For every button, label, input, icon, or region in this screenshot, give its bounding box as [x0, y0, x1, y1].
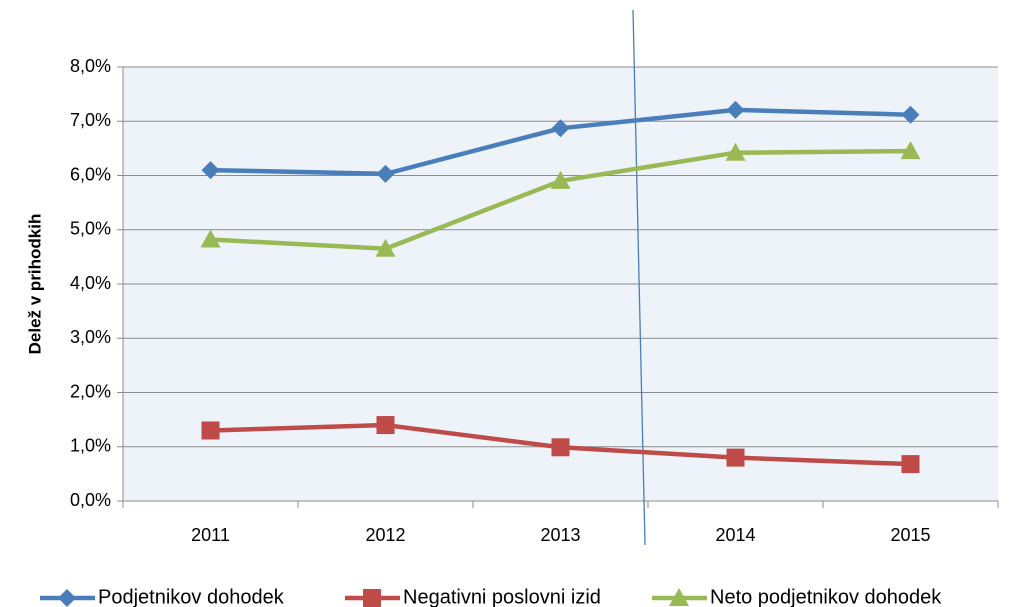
- legend-marker: [58, 589, 76, 607]
- y-axis-label: Delež v prihodkih: [25, 214, 44, 355]
- legend-label: Podjetnikov dohodek: [98, 586, 285, 607]
- point-marker: [726, 448, 745, 467]
- y-tick-label: 7,0%: [70, 110, 111, 130]
- x-tick-label: 2012: [365, 525, 405, 545]
- y-tick-label: 5,0%: [70, 219, 111, 239]
- point-marker: [725, 142, 746, 161]
- x-tick-label: 2015: [890, 525, 930, 545]
- y-tick-label: 6,0%: [70, 164, 111, 184]
- divider-line: [632, 9, 646, 546]
- x-tick-label: 2014: [715, 525, 755, 545]
- legend-label: Neto podjetnikov dohodek: [710, 586, 942, 607]
- y-tick-label: 4,0%: [70, 273, 111, 293]
- legend-marker: [669, 588, 689, 606]
- point-marker: [900, 141, 921, 160]
- point-marker: [201, 421, 220, 440]
- point-marker: [375, 238, 396, 257]
- y-tick-label: 0,0%: [70, 490, 111, 510]
- point-marker: [550, 170, 571, 189]
- point-marker: [551, 119, 570, 138]
- point-marker: [551, 438, 570, 457]
- point-marker: [376, 164, 395, 183]
- legend-label: Negativni poslovni izid: [403, 586, 601, 607]
- point-marker: [201, 161, 220, 180]
- point-marker: [901, 455, 920, 474]
- point-marker: [200, 229, 221, 248]
- point-marker: [726, 100, 745, 119]
- legend-marker: [363, 589, 381, 607]
- point-marker: [901, 105, 920, 124]
- x-tick-label: 2013: [540, 525, 580, 545]
- x-tick-label: 2011: [191, 525, 230, 545]
- y-tick-label: 1,0%: [70, 436, 111, 456]
- point-marker: [376, 416, 395, 435]
- y-tick-label: 3,0%: [70, 327, 111, 347]
- y-tick-label: 8,0%: [70, 56, 111, 76]
- y-tick-label: 2,0%: [70, 381, 111, 401]
